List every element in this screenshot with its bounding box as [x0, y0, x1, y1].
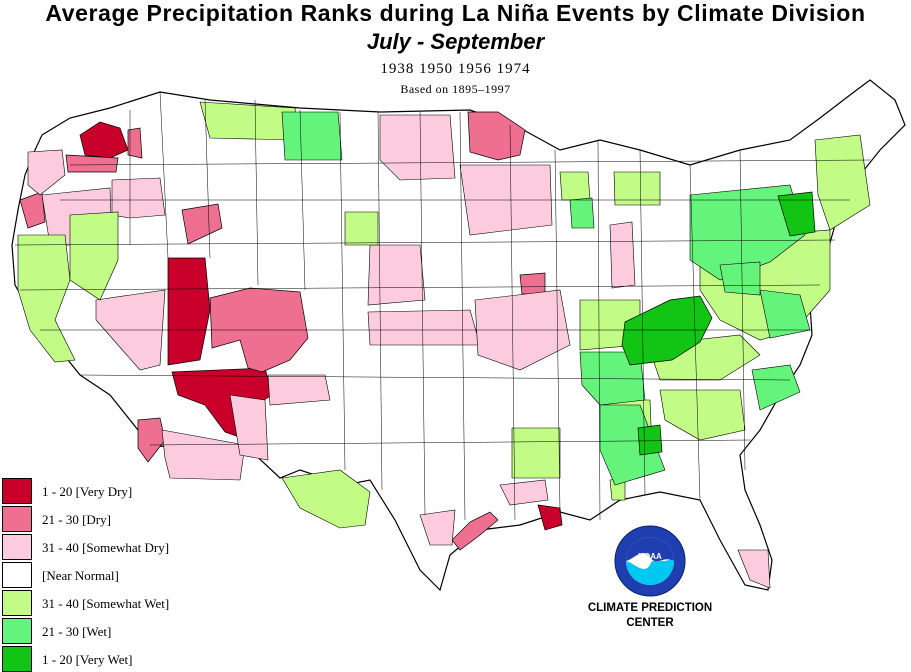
legend-item-very-dry: 1 - 20 [Very Dry]	[2, 476, 242, 504]
very-dry-regions	[79, 121, 563, 531]
legend-label: 21 - 30 [Dry]	[42, 512, 111, 527]
legend-item-dry: 21 - 30 [Dry]	[2, 504, 242, 532]
legend-swatch	[2, 618, 32, 644]
legend-label: 1 - 20 [Very Dry]	[42, 484, 133, 499]
legend-item-somewhat-dry: 31 - 40 [Somewhat Dry]	[2, 532, 242, 560]
legend-swatch	[2, 562, 32, 588]
legend-label: 31 - 40 [Somewhat Dry]	[42, 540, 170, 555]
legend-item-near-normal: [Near Normal]	[2, 560, 242, 588]
basis-period: Based on 1895–1997	[400, 82, 511, 96]
legend-swatch	[2, 590, 32, 616]
legend-swatch	[2, 506, 32, 532]
legend-label: 21 - 30 [Wet]	[42, 624, 112, 639]
center-label-line-1: CLIMATE PREDICTION	[587, 602, 713, 614]
legend-item-very-wet: 1 - 20 [Very Wet]	[2, 644, 242, 672]
legend-swatch	[2, 646, 32, 672]
climate-prediction-center-label: CLIMATE PREDICTION CENTER	[575, 601, 725, 631]
wet-regions	[281, 111, 811, 486]
division-boundaries	[14, 91, 871, 521]
legend-item-somewhat-wet: 31 - 40 [Somewhat Wet]	[2, 588, 242, 616]
event-years: 1938 1950 1956 1974	[380, 61, 531, 77]
legend-swatch	[2, 478, 32, 504]
legend-label: 1 - 20 [Very Wet]	[42, 652, 133, 667]
center-label-line-2: CENTER	[626, 617, 674, 629]
legend-label: 31 - 40 [Somewhat Wet]	[42, 596, 170, 611]
noaa-logo: NOAA	[614, 525, 686, 597]
legend-swatch	[2, 534, 32, 560]
map-subtitle: July - September	[366, 29, 545, 54]
legend-item-wet: 21 - 30 [Wet]	[2, 616, 242, 644]
map-title: Average Precipitation Ranks during La Ni…	[45, 0, 866, 26]
somewhat-dry-regions	[27, 114, 771, 589]
logo-text: NOAA	[638, 552, 662, 561]
legend-label: [Near Normal]	[42, 568, 119, 583]
